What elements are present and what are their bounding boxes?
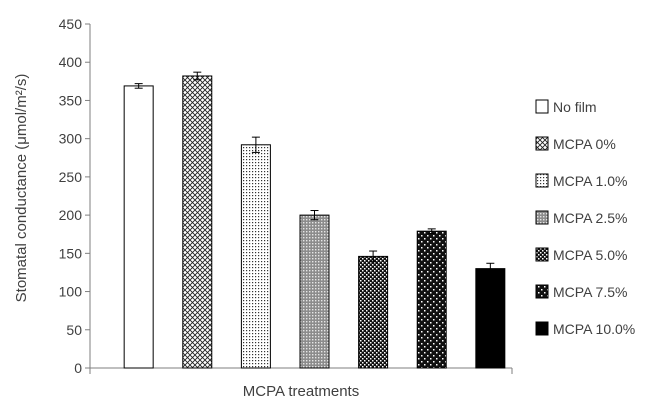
legend-swatch bbox=[535, 210, 549, 225]
legend: No film MCPA 0% MCPA 1.0% MCPA 2.5% MCPA 5.0… bbox=[535, 99, 635, 337]
bar bbox=[182, 75, 213, 369]
bar bbox=[358, 255, 389, 369]
legend-label: MCPA 10.0% bbox=[553, 321, 635, 337]
legend-swatch bbox=[535, 136, 549, 151]
legend-swatch bbox=[535, 173, 549, 188]
y-tick-label: 200 bbox=[59, 207, 83, 223]
bar bbox=[416, 230, 447, 369]
y-tick-label: 100 bbox=[59, 284, 83, 300]
legend-label: MCPA 5.0% bbox=[553, 247, 627, 263]
bar bbox=[123, 85, 154, 369]
y-tick-label: 50 bbox=[66, 322, 82, 338]
legend-swatch bbox=[535, 247, 549, 262]
legend-label: MCPA 0% bbox=[553, 136, 616, 152]
y-tick-label: 150 bbox=[59, 245, 83, 261]
bar bbox=[475, 268, 506, 369]
y-axis-title: Stomatal conductance (μmol/m²/s) bbox=[13, 74, 30, 303]
legend-label: MCPA 7.5% bbox=[553, 284, 627, 300]
legend-label: MCPA 1.0% bbox=[553, 173, 627, 189]
y-axis: 0 50 100 150 200 250 300 350 400 450 bbox=[59, 16, 91, 376]
bar bbox=[299, 214, 330, 369]
y-tick-label: 350 bbox=[59, 92, 83, 108]
legend-label: MCPA 2.5% bbox=[553, 210, 627, 226]
x-axis bbox=[89, 367, 513, 374]
bar bbox=[240, 144, 271, 369]
y-tick-label: 300 bbox=[59, 131, 83, 147]
y-tick-label: 0 bbox=[74, 360, 82, 376]
legend-swatch bbox=[535, 99, 549, 114]
legend-swatch bbox=[535, 284, 549, 299]
legend-swatch bbox=[535, 321, 549, 336]
y-tick-label: 400 bbox=[59, 54, 83, 70]
legend-label: No film bbox=[553, 99, 597, 115]
x-axis-title: MCPA treatments bbox=[243, 383, 359, 400]
y-tick-label: 250 bbox=[59, 169, 83, 185]
y-tick-label: 450 bbox=[59, 16, 83, 32]
bars-group bbox=[123, 71, 506, 369]
